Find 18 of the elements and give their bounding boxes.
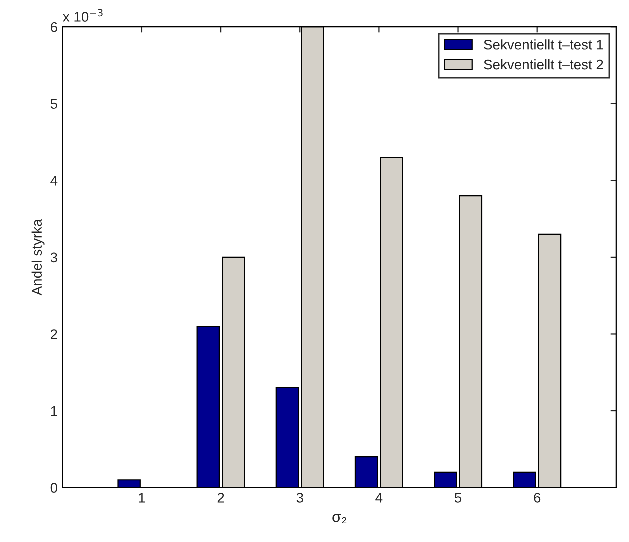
y-tick-label: 5 xyxy=(50,99,58,110)
x-tick-label: 2 xyxy=(218,493,224,503)
x-tick-label: 5 xyxy=(454,493,462,503)
x-axis-title: σ₂ xyxy=(332,514,347,524)
y-tick-label: 1 xyxy=(51,406,58,416)
x-tick-label: 1 xyxy=(139,493,146,503)
text: x 10$^{−3}$ xyxy=(63,9,103,22)
y-tick-label: 6 xyxy=(51,22,58,32)
x-tick-label: 4 xyxy=(376,493,383,503)
legend-label: Sekventiellt t–test 1 xyxy=(484,40,604,50)
y-tick-label: 0 xyxy=(50,483,58,493)
y-axis-title: Andel styrka xyxy=(32,219,45,296)
x-tick-label: 3 xyxy=(296,493,304,503)
y-tick-label: 2 xyxy=(51,330,58,340)
y-tick-label: 4 xyxy=(50,176,58,186)
y-tick-label: 3 xyxy=(50,252,58,263)
legend-label: Sekventiellt t–test 2 xyxy=(484,59,604,70)
x-tick-label: 6 xyxy=(534,493,541,503)
